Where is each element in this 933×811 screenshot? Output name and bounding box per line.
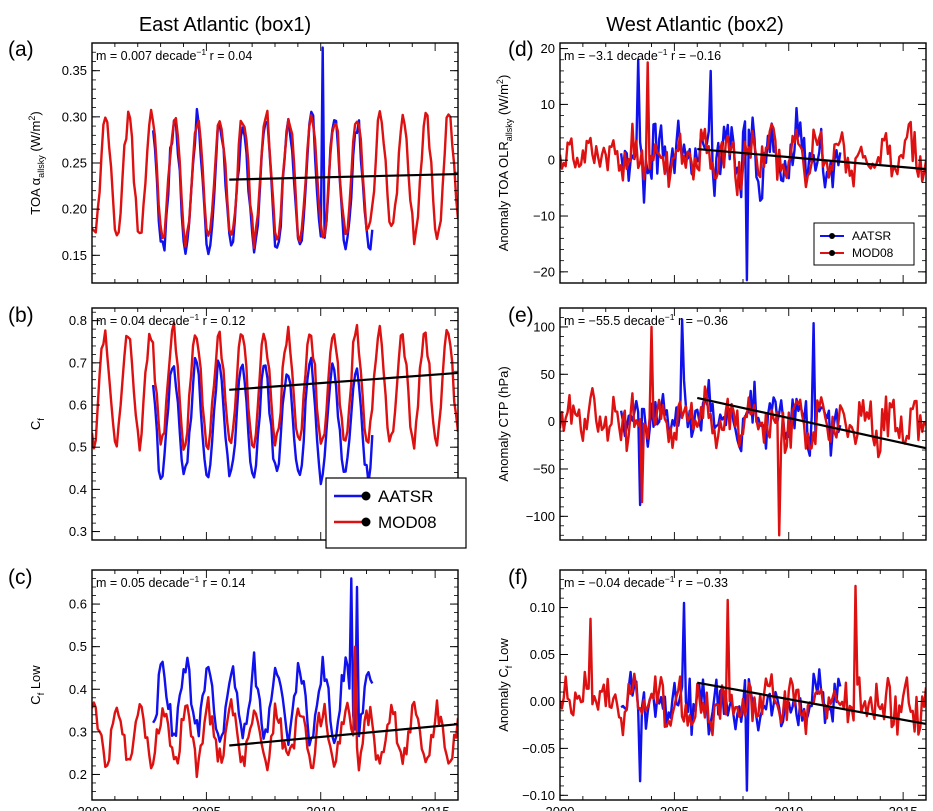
y-tick-label: 0.2 xyxy=(69,767,87,782)
y-tick-label: 0.4 xyxy=(69,682,87,697)
y-tick-label: 0.00 xyxy=(530,694,555,709)
series-aatsr xyxy=(619,58,842,282)
y-tick-label: −20 xyxy=(533,264,555,279)
x-tick-label: 2010 xyxy=(774,804,803,811)
y-tick-label: 0.35 xyxy=(62,63,87,78)
x-tick-label: 2005 xyxy=(192,804,221,811)
trend-line xyxy=(697,147,927,171)
trend-annotation: m = 0.05 decade−1 r = 0.14 xyxy=(96,574,245,590)
y-tick-label: 0.30 xyxy=(62,109,87,124)
y-tick-label: 50 xyxy=(541,367,555,382)
panel-d: (d) −20 −10 0 10 20 Anomaly TOA OLRallsky (W/m… xyxy=(495,38,927,284)
series-mod08 xyxy=(92,321,458,452)
y-tick-label: 0 xyxy=(548,153,555,168)
y-tick-label: −10 xyxy=(533,209,555,224)
y-tick-label: 0 xyxy=(548,414,555,429)
trend-annotation: m = −0.04 decade−1 r = −0.33 xyxy=(564,574,728,590)
y-axis-label: Cf Low xyxy=(28,665,46,705)
panel-label: (d) xyxy=(508,38,534,61)
legend-label-aatsr: AATSR xyxy=(852,229,891,243)
y-tick-label: 0.4 xyxy=(69,482,87,497)
panel-label: (a) xyxy=(8,38,34,61)
trend-annotation: m = 0.007 decade−1 r = 0.04 xyxy=(96,47,252,63)
y-tick-label: 0.5 xyxy=(69,639,87,654)
y-axis-label: Anomaly Cf Low xyxy=(496,638,514,732)
series-aatsr xyxy=(151,356,374,486)
series-mod08 xyxy=(560,61,926,197)
legend-label-mod08: MOD08 xyxy=(378,513,437,532)
panel-b: (b) 0.3 0.4 0.5 0.6 0.7 0.8 Cf m = 0.04 decade−1… xyxy=(8,304,467,549)
x-tick-label: 2005 xyxy=(660,804,689,811)
y-tick-label: −0.10 xyxy=(522,788,555,803)
y-tick-label: 0.5 xyxy=(69,440,87,455)
panel-label: (c) xyxy=(8,566,33,589)
legend-label-aatsr: AATSR xyxy=(378,487,433,506)
y-tick-label: 0.6 xyxy=(69,597,87,612)
trend-line xyxy=(229,723,459,747)
y-tick-label: 0.3 xyxy=(69,724,87,739)
trend-line xyxy=(229,371,459,391)
y-tick-label: 0.3 xyxy=(69,524,87,539)
trend-annotation: m = 0.04 decade−1 r = 0.12 xyxy=(96,312,245,328)
series-mod08 xyxy=(560,584,926,737)
legend: AATSR MOD08 xyxy=(813,222,915,266)
x-tick-label: 2000 xyxy=(78,804,107,811)
panel-label: (f) xyxy=(508,566,528,589)
series-mod08 xyxy=(92,645,458,779)
series-mod08 xyxy=(92,108,458,249)
x-tick-label: 2010 xyxy=(306,804,335,811)
trend-line xyxy=(697,681,927,726)
panel-label: (b) xyxy=(8,304,34,327)
trend-annotation: m = −55.5 decade−1 r = −0.36 xyxy=(564,312,728,328)
legend-label-mod08: MOD08 xyxy=(852,246,894,260)
panel-f: (f) −0.10 −0.05 0.00 0.05 0.10 2000 2005 2010 201… xyxy=(496,566,927,811)
legend-marker xyxy=(361,491,371,501)
legend: AATSR MOD08 xyxy=(325,477,467,549)
y-tick-label: 0.20 xyxy=(62,202,87,217)
legend-box xyxy=(325,477,467,549)
legend-box xyxy=(813,222,915,266)
col-title-west: West Atlantic (box2) xyxy=(606,14,783,36)
legend-marker xyxy=(361,517,371,527)
y-axis-label: Anomaly CTP (hPa) xyxy=(496,366,511,481)
y-tick-label: 0.25 xyxy=(62,156,87,171)
trend-annotation: m = −3.1 decade−1 r = −0.16 xyxy=(564,47,721,63)
x-tick-label: 2000 xyxy=(546,804,575,811)
panel-e: (e) −100 −50 0 50 100 Anomaly CTP (hPa) m = −55… xyxy=(496,304,927,541)
y-tick-label: 10 xyxy=(541,97,555,112)
col-title-east: East Atlantic (box1) xyxy=(139,14,311,36)
y-axis-label: Anomaly TOA OLRallsky (W/m2) xyxy=(495,75,514,252)
x-tick-label: 2015 xyxy=(421,804,450,811)
y-tick-label: −0.05 xyxy=(522,741,555,756)
trend-line xyxy=(697,396,927,450)
y-tick-label: 0.6 xyxy=(69,398,87,413)
legend-marker xyxy=(829,250,835,256)
y-tick-label: 0.15 xyxy=(62,248,87,263)
legend-marker xyxy=(829,233,835,239)
panel-c: (c) 0.2 0.3 0.4 0.5 0.6 2000 2005 2010 2015 Cf Low… xyxy=(8,566,459,811)
y-tick-label: 100 xyxy=(533,319,555,334)
series-aatsr xyxy=(152,577,374,747)
y-tick-label: 0.8 xyxy=(69,313,87,328)
trend-line xyxy=(229,172,459,181)
panel-label: (e) xyxy=(508,304,534,327)
y-tick-label: −50 xyxy=(533,461,555,476)
y-tick-label: 0.10 xyxy=(530,600,555,615)
panel-a: (a) 0.15 0.20 0.25 0.30 0.35 TOA αallsky (W/m2… xyxy=(8,38,459,284)
y-tick-label: 20 xyxy=(541,41,555,56)
y-tick-label: 0.05 xyxy=(530,647,555,662)
x-tick-label: 2015 xyxy=(889,804,918,811)
y-tick-label: −100 xyxy=(526,509,555,524)
y-axis-label: Cf xyxy=(28,418,46,430)
series-mod08 xyxy=(560,325,926,537)
y-axis-label: TOA αallsky (W/m2) xyxy=(27,111,46,214)
y-tick-label: 0.7 xyxy=(69,355,87,370)
